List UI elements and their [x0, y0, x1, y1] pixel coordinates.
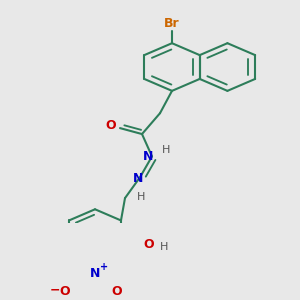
- Text: O: O: [112, 285, 122, 298]
- Text: N: N: [90, 267, 100, 280]
- Text: N: N: [133, 172, 143, 185]
- Text: +: +: [100, 262, 108, 272]
- Text: H: H: [162, 146, 170, 155]
- Text: O: O: [144, 238, 154, 251]
- Text: O: O: [60, 285, 70, 298]
- Text: O: O: [106, 119, 116, 132]
- Text: N: N: [143, 150, 153, 163]
- Text: −: −: [50, 283, 60, 296]
- Text: H: H: [137, 192, 145, 202]
- Text: H: H: [160, 242, 168, 252]
- Text: Br: Br: [164, 17, 180, 30]
